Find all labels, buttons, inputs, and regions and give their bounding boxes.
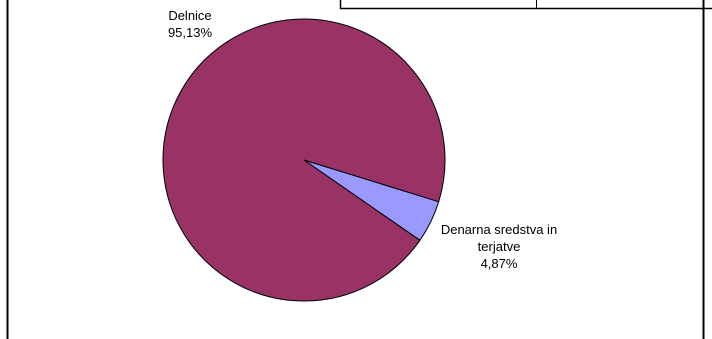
- pie-slices: [162, 18, 446, 302]
- pie-slice-delnice: [162, 18, 446, 302]
- slice-label-delnice: Delnice: [168, 8, 211, 23]
- slice-value-denarna: 4,87%: [481, 256, 518, 271]
- slice-value-delnice: 95,13%: [168, 25, 213, 40]
- slice-label-denarna-line2: terjatve: [478, 239, 521, 254]
- slice-label-denarna-line1: Denarna sredstva in: [441, 222, 557, 237]
